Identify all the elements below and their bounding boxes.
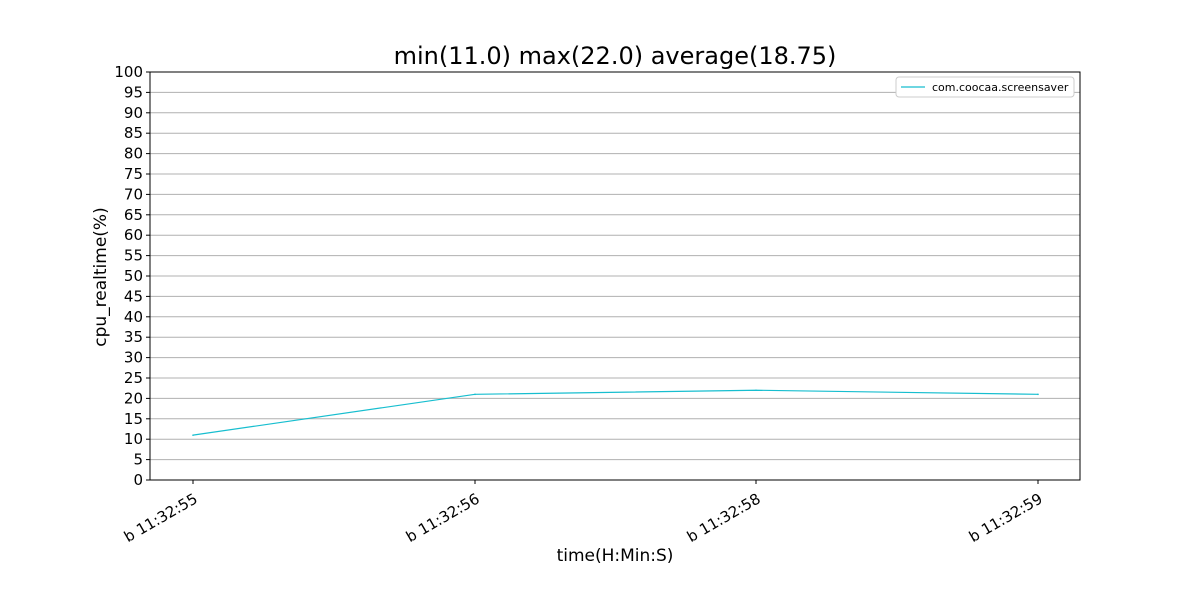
data-point <box>1037 393 1039 396</box>
y-tick-label: 10 <box>124 430 143 448</box>
series-line <box>192 389 1039 436</box>
y-tick-label: 45 <box>124 287 143 305</box>
data-point <box>474 393 476 396</box>
y-tick-label: 15 <box>124 410 143 428</box>
plot-frame <box>149 71 1081 481</box>
y-tick-label: 90 <box>124 104 143 122</box>
series-lines <box>192 389 1039 436</box>
y-tick-label: 40 <box>124 308 143 326</box>
y-tick-label: 25 <box>124 369 143 387</box>
y-tick-label: 30 <box>124 349 143 367</box>
y-tick-label: 65 <box>124 206 143 224</box>
y-tick-label: 5 <box>133 451 143 469</box>
legend-box <box>895 76 1075 98</box>
y-tick-label: 85 <box>124 124 143 142</box>
y-tick-label: 35 <box>124 328 143 346</box>
x-axis-label: time(H:Min:S) <box>557 546 674 566</box>
y-tick-label: 50 <box>124 267 143 285</box>
y-axis-ticks: 0 5 10 15 20 25 30 35 40 45 50 55 60 65 70 75 80 85 90 95 10… <box>114 63 150 489</box>
y-axis-label: cpu_realtime(%) <box>91 207 111 346</box>
y-tick-label: 75 <box>124 165 143 183</box>
legend-entry-label: com.coocaa.screensaver <box>932 81 1069 94</box>
data-point <box>192 434 194 436</box>
y-tick-label: 20 <box>124 389 143 407</box>
legend: com.coocaa.screensaver <box>895 76 1075 98</box>
y-tick-label: 0 <box>133 471 143 489</box>
data-point <box>755 389 757 392</box>
y-tick-label: 60 <box>124 226 143 244</box>
chart-title: min(11.0) max(22.0) average(18.75) <box>394 42 837 70</box>
y-tick-label: 55 <box>124 247 143 265</box>
y-tick-label: 100 <box>114 63 143 81</box>
y-tick-label: 80 <box>124 145 143 163</box>
y-tick-label: 95 <box>124 83 143 101</box>
y-tick-label: 70 <box>124 185 143 203</box>
